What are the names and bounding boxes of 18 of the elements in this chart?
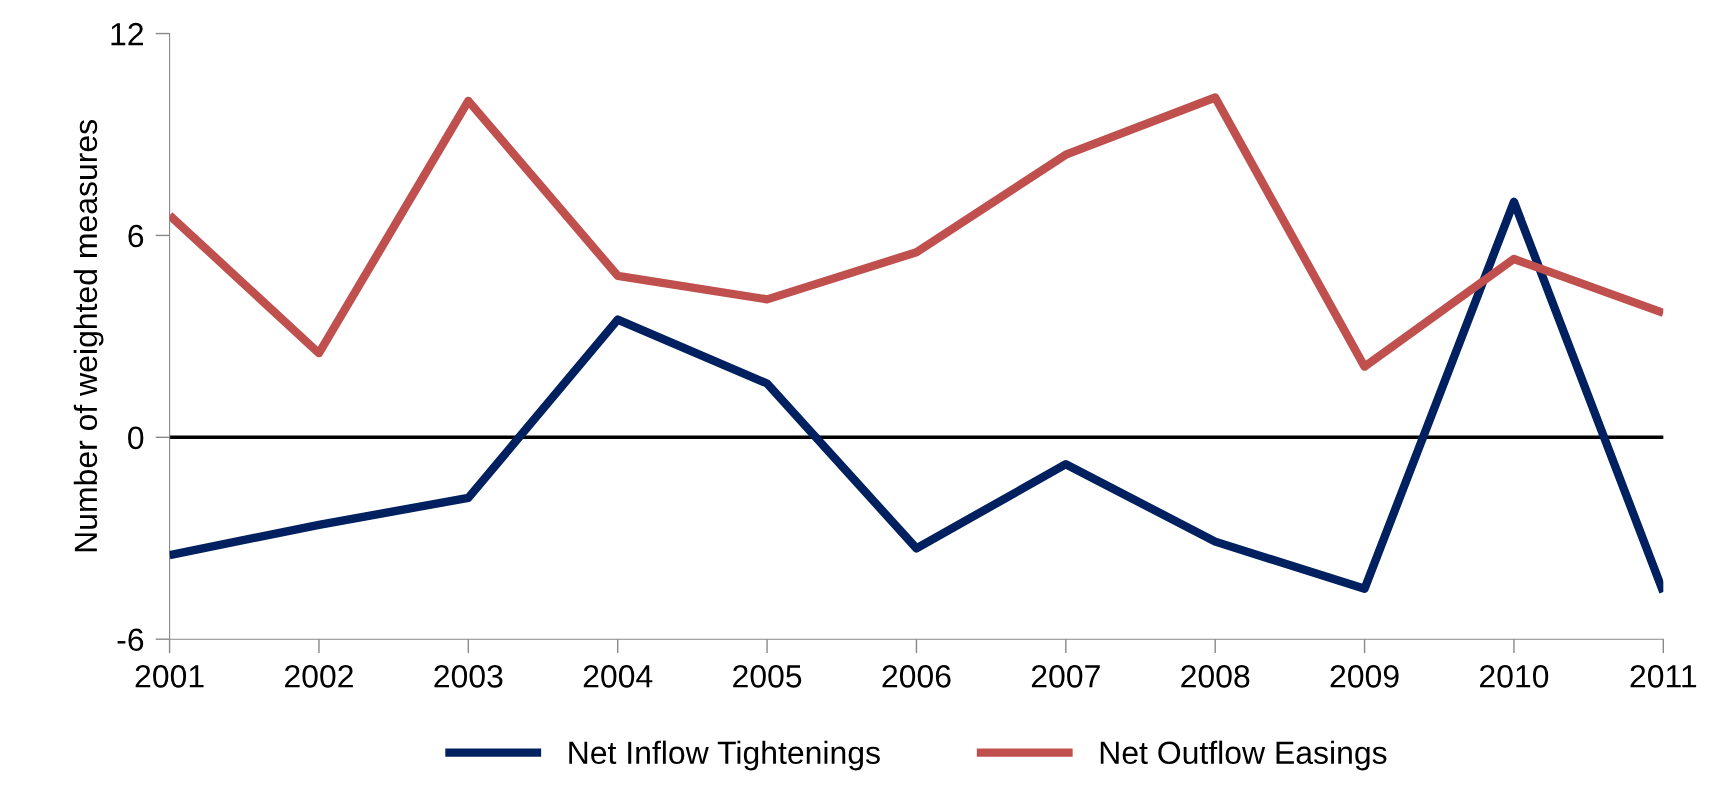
x-tick-label: 2002	[285, 665, 353, 688]
x-tick-label: 2001	[135, 665, 204, 688]
x-tick-label: 2004	[583, 665, 653, 688]
x-tick-label: 2008	[1181, 665, 1250, 688]
y-tick-label: 0	[128, 426, 144, 450]
x-tick-label: 2010	[1480, 665, 1549, 688]
y-axis-title: Number of weighted measures	[73, 120, 104, 552]
x-tick-label: 2006	[882, 665, 951, 688]
x-tick-label: 2011	[1630, 665, 1697, 688]
x-tick-label: 2009	[1330, 665, 1399, 688]
legend-label: Net Inflow Tightenings	[569, 740, 880, 771]
legend-label: Net Outflow Easings	[1100, 740, 1387, 771]
y-tick-label: -6	[117, 628, 144, 652]
y-tick-label: 6	[128, 224, 144, 248]
x-tick-label: 2005	[733, 665, 802, 688]
y-tick-label: 12	[111, 22, 143, 46]
x-tick-label: 2003	[434, 665, 503, 688]
x-tick-label: 2007	[1031, 665, 1100, 688]
